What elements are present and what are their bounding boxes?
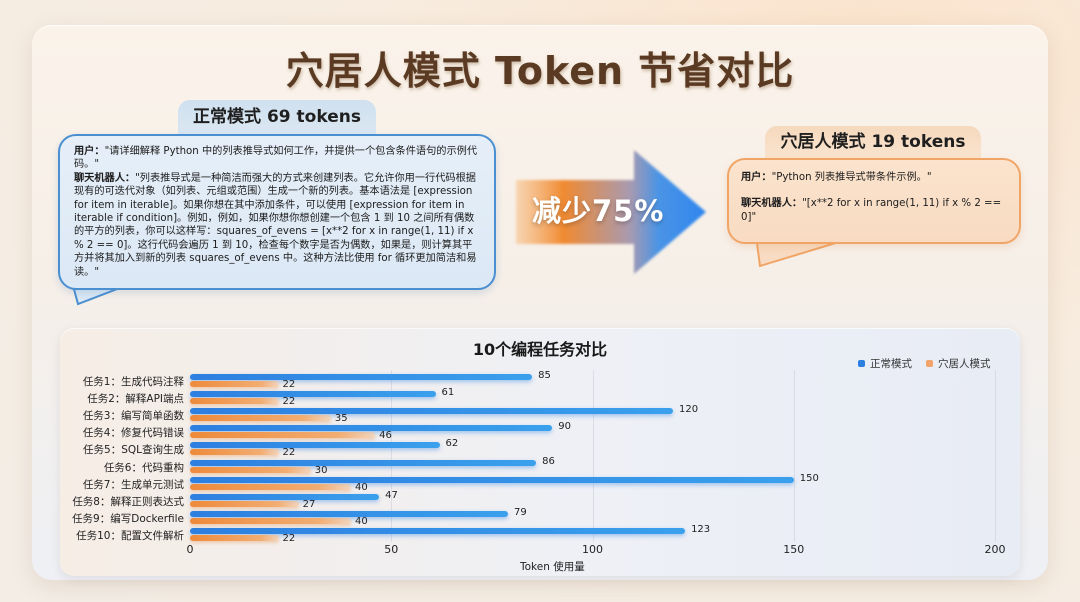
normal-user-text: "请详细解释 Python 中的列表推导式如何工作，并提供一个包含条件语句的示例…	[74, 146, 478, 171]
bar-normal[interactable]	[190, 391, 436, 398]
bar-normal[interactable]	[190, 374, 533, 380]
reduction-label: 减少75%	[532, 194, 665, 228]
x-tick-label: 0	[186, 543, 194, 556]
normal-bot-message: 聊天机器人："列表推导式是一种简洁而强大的方式来创建列表。它允许你用一行代码根据…	[74, 172, 482, 279]
chart-legend: 正常模式 穴居人模式	[858, 356, 991, 371]
bar-normal[interactable]	[190, 425, 553, 432]
value-label-normal: 123	[691, 523, 711, 535]
value-label-caveman: 22	[282, 396, 296, 408]
legend-swatch-normal	[858, 360, 865, 367]
x-tick-label: 100	[582, 543, 603, 556]
bar-caveman[interactable]	[190, 415, 331, 422]
legend-label-caveman: 穴居人模式	[938, 358, 991, 370]
normal-user-label: 用户：	[74, 146, 105, 157]
legend-item-caveman[interactable]: 穴居人模式	[926, 356, 991, 371]
bar-normal[interactable]	[190, 527, 686, 534]
gridline	[592, 370, 594, 542]
value-label-caveman: 22	[282, 447, 296, 459]
normal-user-message: 用户："请详细解释 Python 中的列表推导式如何工作，并提供一个包含条件语句…	[74, 145, 482, 172]
value-label-caveman: 46	[379, 430, 392, 442]
page-title: 穴居人模式 Token 节省对比	[285, 49, 795, 93]
legend-label-normal: 正常模式	[870, 358, 912, 370]
category-label: 任务4：修复代码错误	[82, 427, 184, 440]
category-label: 任务3：编写简单函数	[82, 410, 184, 423]
caveman-mode-bubble: 用户："Python 列表推导式带条件示例。" 聊天机器人："[x**2 for…	[727, 158, 1021, 244]
normal-mode-bubble: 用户："请详细解释 Python 中的列表推导式如何工作，并提供一个包含条件语句…	[58, 134, 496, 290]
normal-mode-label: 正常模式 69 tokens	[178, 100, 376, 136]
legend-item-normal[interactable]: 正常模式	[858, 356, 912, 371]
caveman-user-text: "Python 列表推导式带条件示例。"	[771, 172, 932, 183]
category-label: 任务9：编写Dockerfile	[72, 512, 184, 525]
bar-caveman[interactable]	[190, 500, 299, 507]
value-label-caveman: 40	[355, 481, 368, 493]
bar-normal[interactable]	[190, 493, 380, 500]
x-tick-label: 50	[384, 543, 399, 556]
caveman-user-label: 用户：	[741, 172, 772, 183]
category-label: 任务2：解释API端点	[87, 393, 184, 406]
value-label-caveman: 35	[334, 413, 348, 425]
bar-caveman[interactable]	[190, 381, 279, 387]
legend-swatch-caveman	[926, 360, 933, 367]
value-label-caveman: 22	[282, 532, 296, 544]
arrow-right-icon	[516, 150, 706, 274]
bar-caveman[interactable]	[190, 483, 351, 490]
value-label-normal: 79	[513, 506, 527, 518]
value-label-normal: 120	[679, 404, 699, 416]
value-label-normal: 62	[445, 438, 459, 450]
category-label: 任务1：生成代码注释	[82, 376, 184, 388]
x-axis-label: Token 使用量	[520, 561, 585, 573]
value-label-caveman: 30	[314, 464, 328, 476]
bar-normal[interactable]	[190, 408, 673, 415]
bar-normal[interactable]	[190, 459, 537, 466]
category-label: 任务10：配置文件解析	[76, 529, 184, 542]
bar-normal[interactable]	[190, 510, 508, 517]
value-label-normal: 61	[441, 387, 455, 399]
bar-caveman[interactable]	[190, 534, 279, 541]
gridline	[391, 370, 393, 542]
caveman-mode-label: 穴居人模式 19 tokens	[765, 126, 981, 160]
reduction-arrow: 减少75%	[512, 148, 712, 276]
caveman-bot-message: 聊天机器人："[x**2 for x in range(1, 11) if x …	[741, 197, 1007, 224]
bar-caveman[interactable]	[190, 398, 279, 405]
value-label-caveman: 22	[282, 379, 296, 390]
x-tick-label: 150	[783, 543, 805, 556]
bar-caveman[interactable]	[190, 432, 376, 439]
value-label-caveman: 27	[302, 498, 316, 510]
caveman-user-message: 用户："Python 列表推导式带条件示例。"	[741, 171, 1007, 184]
value-label-normal: 150	[799, 472, 819, 484]
category-label: 任务6：代码重构	[103, 461, 184, 474]
bar-caveman[interactable]	[190, 517, 351, 524]
caveman-bot-text: "[x**2 for x in range(1, 11) if x % 2 ==…	[741, 198, 1002, 223]
gridline	[793, 370, 795, 542]
category-label: 任务8：解释正则表达式	[72, 495, 184, 508]
normal-bot-label: 聊天机器人：	[74, 172, 136, 184]
value-label-normal: 90	[558, 421, 571, 433]
value-label-normal: 86	[542, 455, 555, 467]
category-label: 任务5：SQL查询生成	[83, 444, 184, 457]
bar-normal[interactable]	[190, 442, 440, 449]
caveman-bot-label: 聊天机器人：	[741, 198, 803, 210]
bar-caveman[interactable]	[190, 466, 311, 473]
normal-bot-text: "列表推导式是一种简洁而强大的方式来创建列表。它允许你用一行代码根据现有的可迭代…	[74, 172, 477, 278]
category-label: 任务7：生成单元测试	[82, 478, 184, 491]
gridline	[995, 370, 996, 542]
chart-title: 10个编程任务对比	[472, 340, 608, 359]
value-label-normal: 47	[385, 489, 398, 501]
value-label-caveman: 40	[355, 515, 368, 527]
x-tick-label: 200	[984, 543, 1006, 556]
value-label-normal: 85	[538, 370, 551, 381]
bar-normal[interactable]	[190, 476, 794, 483]
bar-caveman[interactable]	[190, 449, 279, 456]
